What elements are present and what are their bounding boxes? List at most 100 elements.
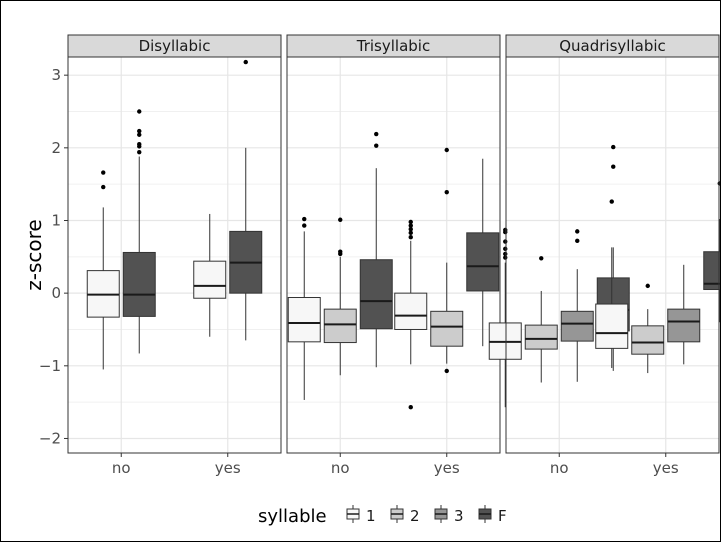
legend-label: F — [498, 507, 507, 525]
box-iqr — [560, 310, 594, 342]
box-yes-syllable-2 — [430, 147, 464, 374]
outlier-point — [503, 227, 508, 233]
outlier-point — [101, 184, 106, 190]
panel-border — [505, 56, 720, 454]
facet-strip-label: Trisyllabic — [356, 37, 430, 55]
box-iqr — [394, 292, 428, 330]
box-iqr — [524, 324, 558, 350]
outlier-point — [338, 217, 343, 222]
box-iqr — [287, 297, 321, 343]
y-tick-label: −1 — [39, 357, 61, 375]
outlier-point — [611, 144, 616, 150]
panel-background — [287, 57, 500, 453]
box-no-syllable-2 — [524, 256, 558, 383]
outlier-point — [137, 141, 142, 147]
outlier-point — [539, 256, 544, 261]
x-tick-label: yes — [215, 459, 241, 477]
outlier-point — [408, 227, 413, 232]
outlier-point — [408, 219, 413, 225]
y-tick-label: 3 — [51, 66, 61, 84]
box-yes-syllable-2 — [631, 283, 665, 374]
outlier-point — [374, 143, 379, 148]
outlier-point — [137, 128, 142, 134]
outlier-point — [408, 223, 413, 228]
legend-title: syllable — [258, 506, 327, 527]
legend-label: 2 — [410, 507, 420, 525]
legend: syllable 1 2 3 F — [258, 505, 507, 527]
outlier-point — [338, 249, 343, 254]
outlier-point — [444, 368, 449, 374]
outlier-point — [243, 59, 248, 65]
legend-item-2: 2 — [390, 505, 420, 525]
panel-background — [506, 57, 719, 453]
legend-item-3: 3 — [434, 505, 464, 525]
box-no-syllable-1 — [488, 227, 522, 408]
outlier-point — [137, 109, 142, 114]
outlier-point — [503, 246, 508, 252]
facet-panel-trisyllabic: Trisyllabic no yes — [286, 34, 501, 477]
outlier-point — [302, 223, 307, 228]
box-no-syllable-3 — [560, 229, 594, 382]
x-tick-label: yes — [653, 459, 679, 477]
box-yes-syllable-F — [466, 158, 500, 347]
outlier-point — [503, 251, 508, 257]
outlier-point — [575, 238, 580, 244]
box-yes-syllable-1 — [595, 199, 629, 368]
box-yes-syllable-F — [703, 181, 721, 323]
x-tick-label: yes — [434, 459, 460, 477]
x-tick-label: no — [331, 459, 350, 477]
box-no-syllable-F — [359, 131, 393, 368]
box-iqr — [122, 251, 156, 317]
box-no-syllable-1 — [287, 216, 321, 400]
x-tick-label: no — [112, 459, 131, 477]
box-iqr — [359, 259, 393, 330]
legend-label: 1 — [366, 507, 376, 525]
box-iqr — [631, 325, 665, 355]
y-tick-label: 1 — [51, 211, 61, 229]
box-iqr — [667, 308, 701, 343]
outlier-point — [408, 234, 413, 240]
outlier-point — [444, 189, 449, 195]
outlier-point — [611, 164, 616, 169]
legend-item-1: 1 — [346, 505, 376, 525]
panel-border — [67, 56, 282, 454]
box-no-syllable-F — [122, 109, 156, 354]
outlier-point — [302, 216, 307, 222]
box-no-syllable-2 — [323, 217, 357, 376]
box-iqr — [430, 310, 464, 347]
box-yes-syllable-1 — [394, 219, 428, 410]
box-iqr — [323, 308, 357, 344]
y-tick-label: 2 — [51, 139, 61, 157]
box-yes-syllable-1 — [193, 213, 227, 337]
outlier-point — [444, 147, 449, 153]
box-yes-syllable-3 — [667, 264, 701, 365]
outlier-point — [137, 149, 142, 155]
box-iqr — [466, 232, 500, 292]
outlier-point — [503, 239, 508, 244]
y-axis-label: z-score — [22, 219, 46, 290]
panel-border — [286, 56, 501, 454]
legend-item-F: F — [478, 505, 507, 525]
facet-strip-label: Disyllabic — [139, 37, 211, 55]
box-iqr — [595, 303, 629, 349]
x-tick-label: no — [550, 459, 569, 477]
outlier-point — [609, 199, 614, 204]
box-no-syllable-1 — [86, 170, 120, 370]
outlier-point — [408, 405, 413, 410]
outlier-point — [101, 170, 106, 175]
outlier-point — [137, 132, 142, 137]
y-tick-label: −2 — [39, 429, 61, 447]
outlier-point — [575, 229, 580, 234]
legend-label: 3 — [454, 507, 464, 525]
outlier-point — [408, 230, 413, 236]
facet-panel-quadrisyllabic: Quadrisyllabic no yes — [488, 34, 721, 477]
facet-panel-disyllabic: Disyllabic no yes — [67, 34, 282, 477]
outlier-point — [374, 131, 379, 137]
outlier-point — [645, 283, 650, 289]
box-yes-syllable-F — [229, 59, 263, 341]
y-tick-label: 0 — [51, 284, 61, 302]
box-iqr — [193, 260, 227, 299]
box-iqr — [703, 251, 721, 291]
